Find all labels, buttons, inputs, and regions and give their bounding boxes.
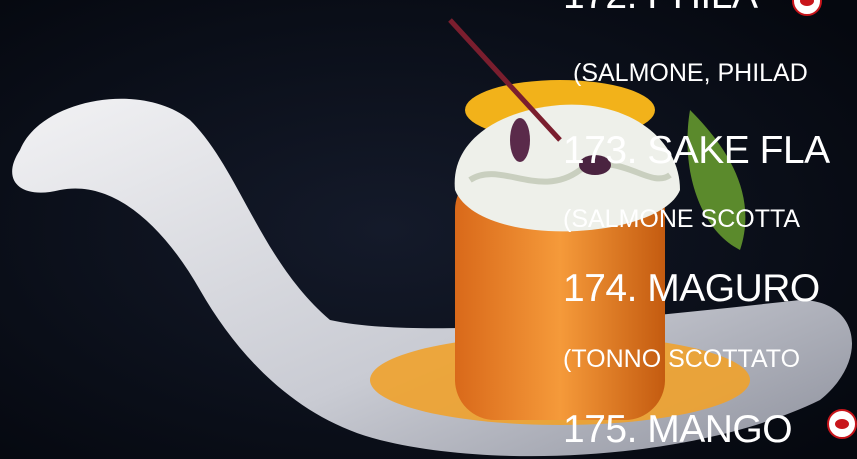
- item-description: (SALMONE SCOTTA: [563, 207, 800, 232]
- item-description: (TONNO SCOTTATO: [563, 347, 800, 372]
- item-name[interactable]: 172. PHILA: [563, 0, 757, 15]
- item-description: (SALMONE, PHILAD: [573, 61, 808, 86]
- fish-icon: [827, 409, 857, 439]
- item-name[interactable]: 175. MANGO: [563, 410, 792, 449]
- item-name[interactable]: 173. SAKE FLA: [563, 131, 830, 170]
- page: 172. PHILA (SALMONE, PHILAD 173. SAKE FL…: [0, 0, 857, 459]
- item-name[interactable]: 174. MAGURO: [563, 269, 820, 308]
